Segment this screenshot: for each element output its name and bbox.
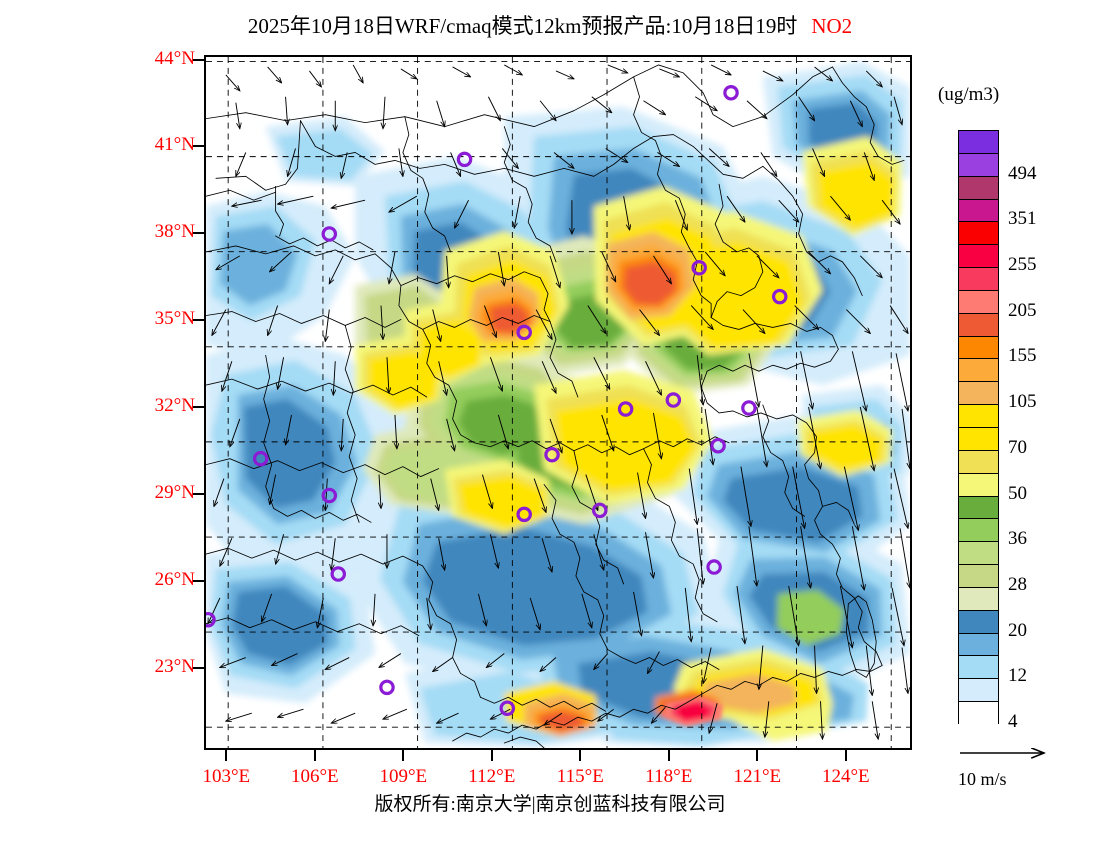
colorbar-band-22 bbox=[959, 633, 998, 657]
colorbar-band-0 bbox=[959, 131, 998, 154]
colorbar-band-12 bbox=[959, 405, 998, 428]
colorbar-band-5 bbox=[959, 245, 998, 269]
lon-tick-label-0: 103°E bbox=[202, 766, 251, 787]
copyright-footer: 版权所有:南京大学|南京创蓝科技有限公司 bbox=[374, 794, 726, 815]
lat-tick-label-2: 38°N bbox=[154, 221, 195, 243]
lon-tick-label-1: 106°E bbox=[290, 766, 339, 787]
colorbar-band-21 bbox=[959, 610, 998, 634]
lat-tick-mark-6 bbox=[193, 579, 204, 582]
colorbar-band-11 bbox=[959, 382, 998, 406]
lon-tick-label-4: 115°E bbox=[556, 766, 604, 787]
lat-tick-label-1: 41°N bbox=[154, 134, 195, 156]
colorbar[interactable] bbox=[958, 130, 999, 725]
lat-tick-label-5: 29°N bbox=[154, 481, 195, 503]
colorbar-band-15 bbox=[959, 473, 998, 497]
title-variable-label: NO2 bbox=[811, 14, 853, 38]
lon-tick-mark-4 bbox=[579, 750, 582, 761]
colorbar-band-4 bbox=[959, 222, 998, 246]
lon-tick-label-7: 124°E bbox=[821, 766, 870, 787]
colorbar-label-255: 255 bbox=[1008, 254, 1037, 276]
lat-tick-label-7: 23°N bbox=[154, 655, 195, 677]
colorbar-band-24 bbox=[959, 679, 998, 703]
colorbar-label-50: 50 bbox=[1008, 482, 1027, 504]
lon-tick-mark-2 bbox=[402, 750, 405, 761]
lat-tick-label-0: 44°N bbox=[154, 47, 195, 69]
colorbar-band-6 bbox=[959, 268, 998, 291]
lat-tick-mark-7 bbox=[193, 666, 204, 669]
colorbar-label-28: 28 bbox=[1008, 573, 1027, 595]
no2-concentration-field bbox=[206, 57, 910, 748]
colorbar-band-7 bbox=[959, 290, 998, 314]
lat-tick-label-4: 32°N bbox=[154, 395, 195, 416]
colorbar-label-155: 155 bbox=[1008, 345, 1037, 367]
colorbar-label-205: 205 bbox=[1008, 299, 1037, 321]
colorbar-band-13 bbox=[959, 427, 998, 451]
lon-tick-label-3: 112°E bbox=[468, 766, 516, 787]
lon-tick-mark-6 bbox=[756, 750, 759, 761]
colorbar-band-2 bbox=[959, 176, 998, 200]
lat-tick-mark-1 bbox=[193, 145, 204, 148]
page-title: 2025年10月18日WRF/cmaq模式12km预报产品:10月18日19时 N… bbox=[0, 10, 1100, 40]
colorbar-label-70: 70 bbox=[1008, 436, 1027, 458]
lat-tick-mark-3 bbox=[193, 319, 204, 322]
title-main-text: 2025年10月18日WRF/cmaq模式12km预报产品:10月18日19时 bbox=[247, 14, 798, 38]
lon-tick-mark-7 bbox=[844, 750, 847, 761]
colorbar-units-label: (ug/m3) bbox=[938, 84, 1000, 105]
colorbar-band-9 bbox=[959, 336, 998, 360]
lon-tick-label-5: 118°E bbox=[645, 766, 693, 787]
lon-tick-mark-0 bbox=[225, 750, 228, 761]
colorbar-label-494: 494 bbox=[1008, 162, 1037, 184]
colorbar-band-14 bbox=[959, 450, 998, 474]
colorbar-band-8 bbox=[959, 313, 998, 337]
lat-tick-mark-4 bbox=[193, 406, 204, 408]
station-markers bbox=[206, 85, 788, 716]
lat-tick-mark-5 bbox=[193, 492, 204, 495]
lon-tick-label-6: 121°E bbox=[733, 766, 782, 787]
colorbar-band-1 bbox=[959, 153, 998, 177]
lat-tick-label-3: 35°N bbox=[154, 308, 195, 330]
colorbar-band-23 bbox=[959, 656, 998, 680]
colorbar-label-105: 105 bbox=[1008, 391, 1037, 413]
wind-scale-label: 10 m/s bbox=[958, 769, 1007, 789]
lon-tick-mark-3 bbox=[490, 750, 493, 761]
forecast-map-plot[interactable] bbox=[204, 55, 912, 750]
lon-tick-mark-5 bbox=[667, 750, 670, 761]
colorbar-label-20: 20 bbox=[1008, 619, 1027, 641]
colorbar-label-36: 36 bbox=[1008, 528, 1027, 550]
lon-tick-label-2: 109°E bbox=[379, 766, 428, 787]
colorbar-band-19 bbox=[959, 565, 998, 588]
lat-tick-mark-0 bbox=[193, 58, 204, 61]
colorbar-band-16 bbox=[959, 496, 998, 520]
colorbar-band-10 bbox=[959, 359, 998, 383]
wind-arrow-icon bbox=[960, 742, 1078, 762]
colorbar-band-18 bbox=[959, 542, 998, 566]
colorbar-label-351: 351 bbox=[1008, 208, 1037, 230]
colorbar-band-25 bbox=[959, 702, 998, 725]
colorbar-band-17 bbox=[959, 519, 998, 543]
wind-scale-key: 10 m/s bbox=[958, 742, 1088, 790]
colorbar-band-20 bbox=[959, 587, 998, 611]
lat-tick-label-6: 26°N bbox=[154, 568, 195, 590]
colorbar-label-4: 4 bbox=[1008, 711, 1018, 732]
lon-tick-mark-1 bbox=[313, 750, 316, 761]
colorbar-label-12: 12 bbox=[1008, 665, 1027, 687]
lat-tick-mark-2 bbox=[193, 232, 204, 235]
colorbar-band-3 bbox=[959, 199, 998, 223]
